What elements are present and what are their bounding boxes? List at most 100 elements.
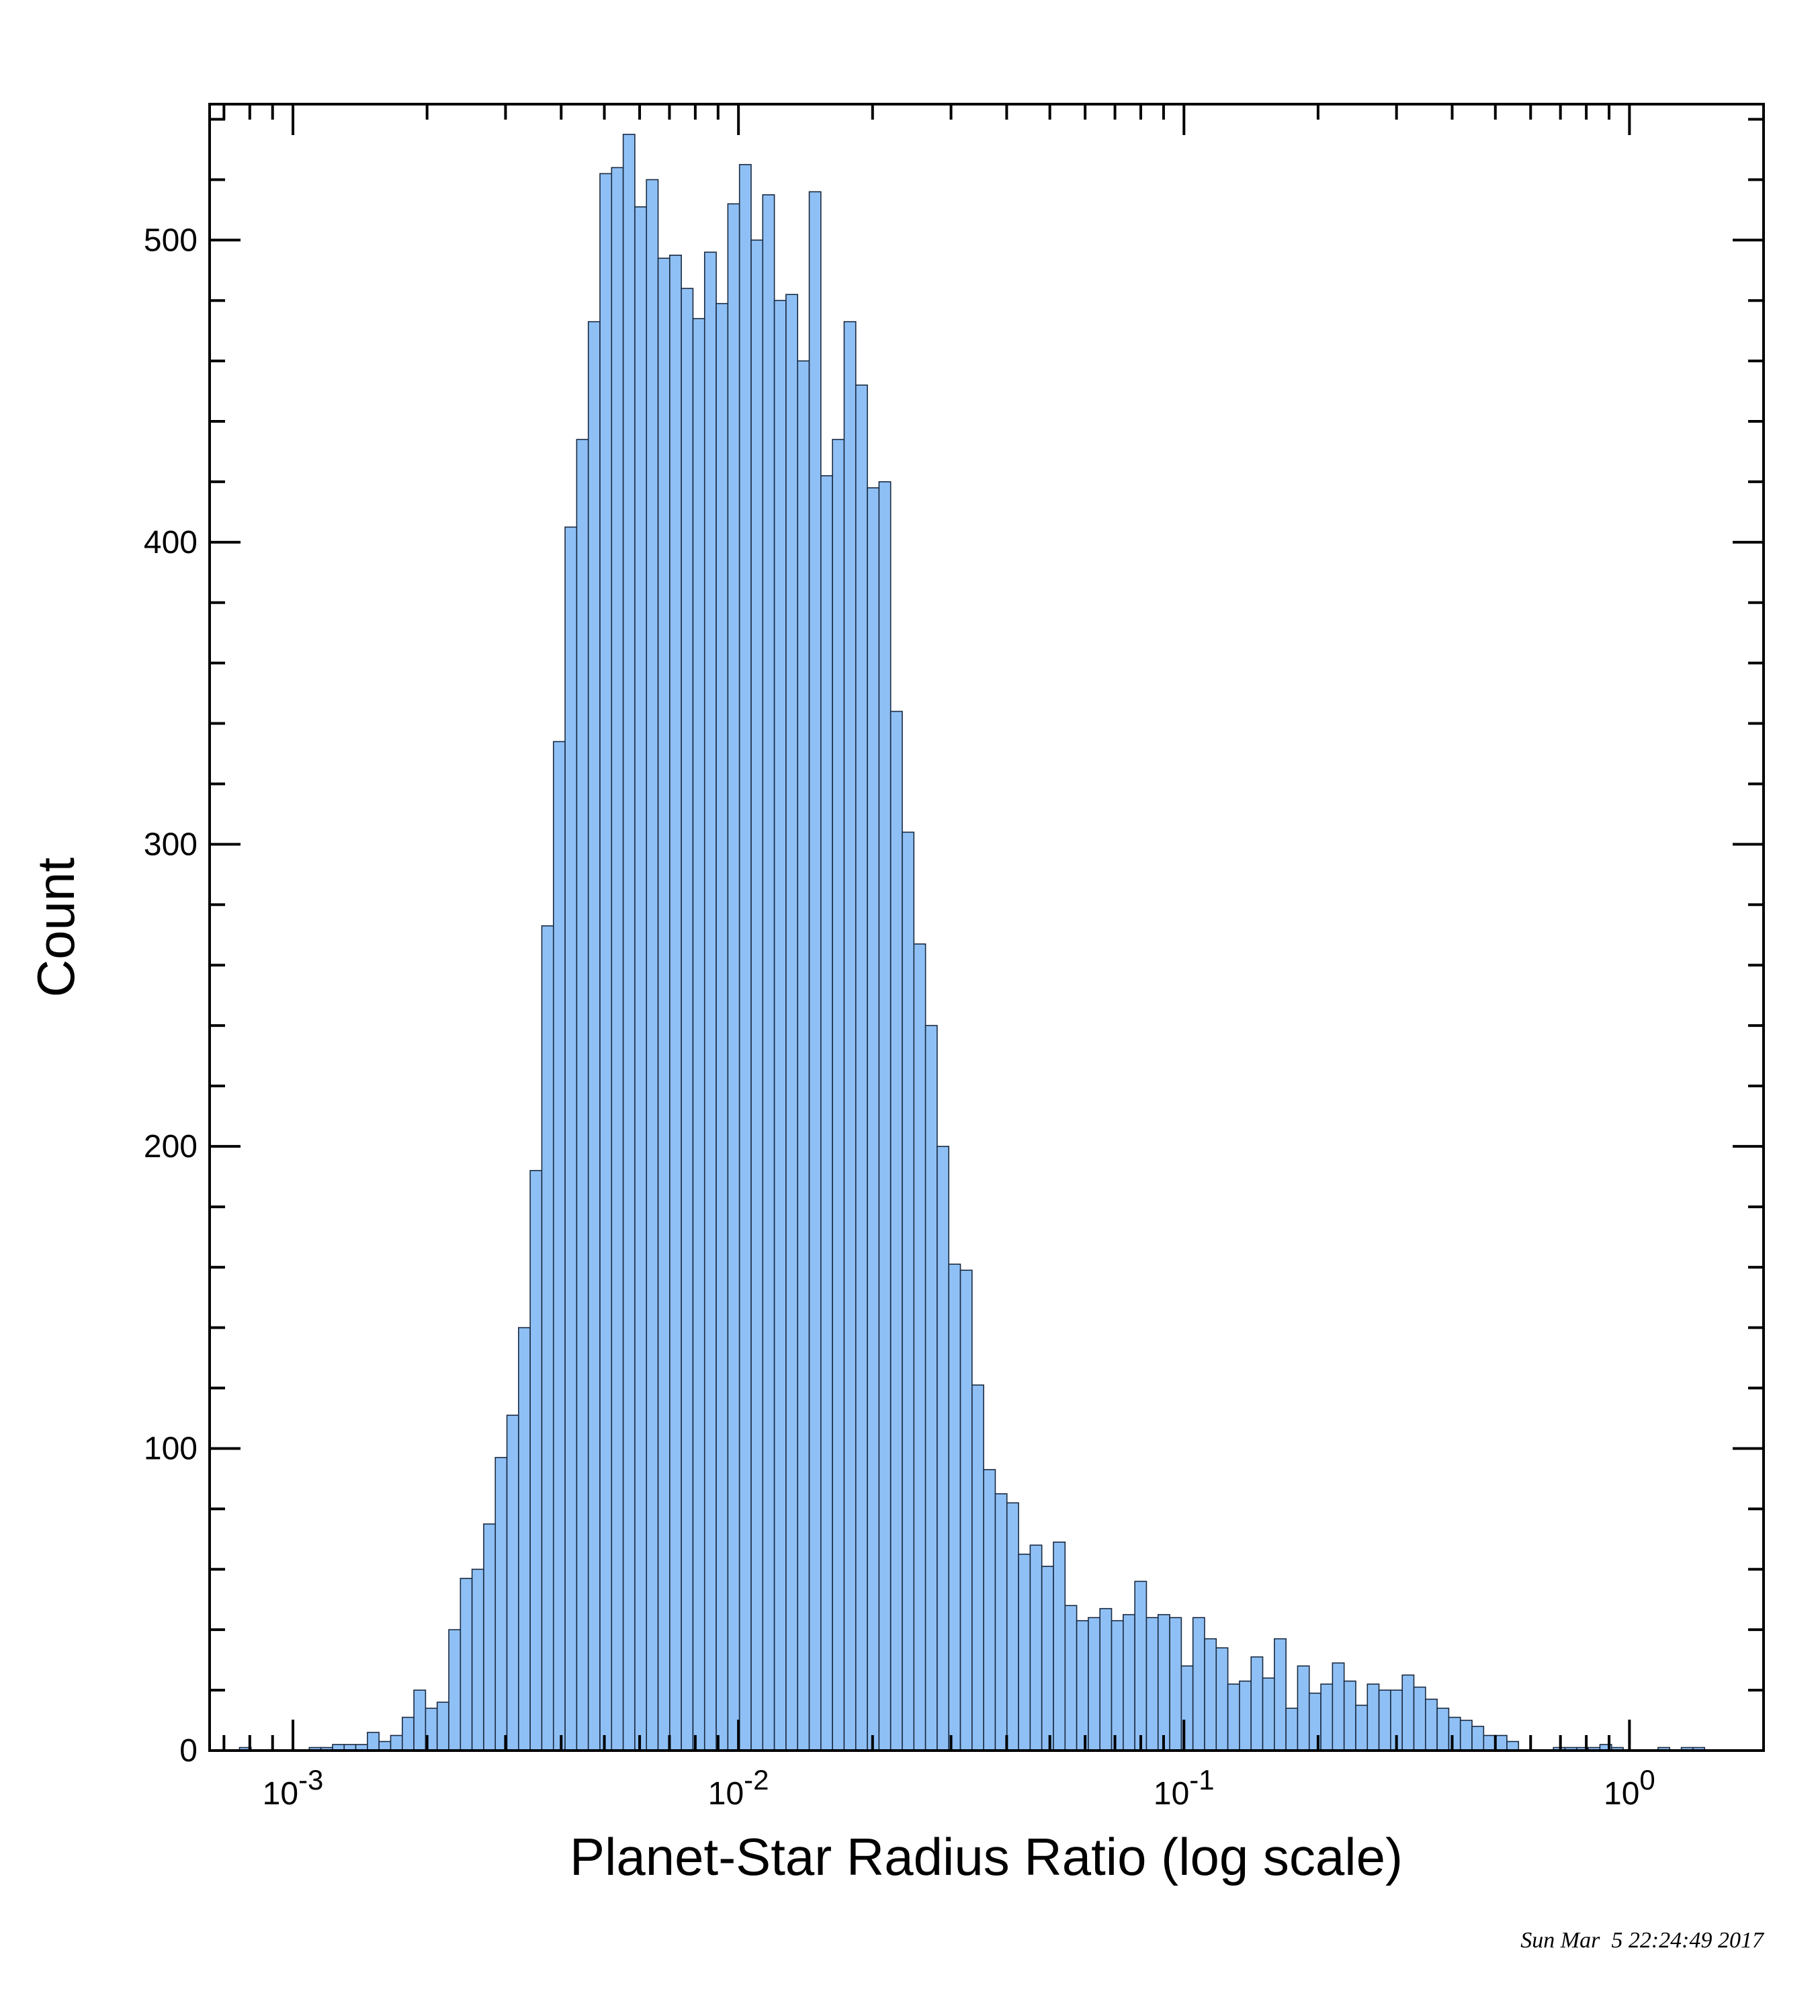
histogram-bar xyxy=(983,1469,996,1751)
histogram-bar xyxy=(808,191,822,1751)
histogram-bar xyxy=(1378,1689,1391,1751)
histogram-bar xyxy=(494,1457,508,1751)
histogram-bar xyxy=(634,206,648,1751)
histogram-bars xyxy=(239,134,1705,1751)
histogram-bar xyxy=(971,1384,984,1751)
x-tick-label: 10-3 xyxy=(263,1764,324,1812)
histogram-bar xyxy=(890,710,903,1751)
histogram-bar xyxy=(1076,1620,1089,1751)
histogram-bar xyxy=(1483,1734,1496,1751)
histogram-bar xyxy=(1123,1613,1135,1751)
histogram-bar xyxy=(1332,1662,1345,1751)
histogram-bar xyxy=(1425,1698,1438,1751)
histogram-bar xyxy=(367,1732,380,1751)
histogram-bar xyxy=(599,173,613,1751)
y-tick-label: 300 xyxy=(144,827,198,862)
histogram-bar xyxy=(1355,1704,1369,1751)
y-tick-label: 400 xyxy=(144,525,198,560)
histogram-bar xyxy=(1006,1502,1019,1751)
histogram-bar xyxy=(646,179,659,1751)
histogram-bar xyxy=(785,294,799,1751)
x-tick-label: 100 xyxy=(1604,1764,1655,1812)
histogram-bar xyxy=(622,134,636,1751)
histogram-bar xyxy=(820,475,833,1751)
histogram-bar xyxy=(436,1702,449,1751)
histogram-bar xyxy=(937,1146,950,1751)
histogram-bar xyxy=(924,1025,938,1751)
y-tick-label: 200 xyxy=(144,1129,198,1165)
histogram-bar xyxy=(1285,1708,1299,1751)
histogram-bar xyxy=(692,318,705,1751)
histogram-bar xyxy=(1111,1620,1124,1751)
histogram-bar xyxy=(483,1523,496,1751)
histogram-bar xyxy=(1192,1617,1205,1751)
histogram-bar xyxy=(1029,1544,1043,1751)
histogram-bar xyxy=(541,925,554,1751)
histogram-bar xyxy=(1157,1613,1170,1751)
histogram-bar xyxy=(1448,1716,1461,1751)
histogram-bar xyxy=(913,943,926,1751)
histogram-bar xyxy=(832,439,845,1751)
histogram-bar xyxy=(797,360,810,1751)
histogram-bar xyxy=(471,1568,484,1751)
histogram-bar xyxy=(448,1629,462,1751)
histogram-bar xyxy=(1459,1720,1473,1751)
histogram-bar xyxy=(1227,1683,1240,1751)
tick-labels: 0 100 200 300 400 500 10-3 10-2 10-1 100 xyxy=(144,222,1655,1812)
histogram-bar xyxy=(1053,1542,1066,1751)
histogram-bar xyxy=(1088,1617,1101,1751)
histogram-bar xyxy=(716,302,729,1751)
histogram-bar xyxy=(1099,1607,1113,1751)
histogram-bar xyxy=(1506,1740,1520,1751)
histogram-bar xyxy=(552,741,566,1751)
histogram-bar xyxy=(750,239,764,1751)
histogram-bar xyxy=(669,254,682,1751)
histogram-bar xyxy=(1320,1683,1334,1751)
y-tick-label: 500 xyxy=(144,222,198,258)
x-tick-label: 10-2 xyxy=(708,1764,769,1812)
histogram-bar xyxy=(1134,1581,1147,1751)
histogram-bar xyxy=(902,831,915,1751)
histogram-bar xyxy=(762,194,775,1751)
histogram-bar xyxy=(703,251,717,1751)
histogram-bar xyxy=(1169,1617,1182,1751)
histogram-bar xyxy=(1262,1677,1275,1751)
histogram-bar xyxy=(681,288,694,1751)
histogram-bar xyxy=(738,164,752,1751)
histogram-bar xyxy=(1413,1686,1426,1751)
histogram-bar xyxy=(855,384,868,1751)
histogram-bar xyxy=(1436,1708,1450,1751)
histogram-bar xyxy=(1250,1656,1264,1751)
histogram-bar xyxy=(1343,1680,1356,1751)
histogram-bar xyxy=(878,481,892,1751)
histogram-bar xyxy=(1041,1565,1054,1751)
histogram-bar xyxy=(948,1263,961,1751)
histogram-bar xyxy=(1471,1726,1485,1751)
histogram-bar xyxy=(1145,1617,1159,1751)
histogram-bar xyxy=(959,1269,973,1751)
histogram-bar xyxy=(564,526,578,1751)
histogram-bar xyxy=(1018,1554,1031,1751)
histogram-bar xyxy=(657,257,670,1751)
histogram-bar xyxy=(401,1716,415,1751)
y-tick-label: 0 xyxy=(179,1733,198,1769)
histogram-bar xyxy=(867,487,880,1751)
histogram-bar xyxy=(506,1415,519,1751)
histogram-bar xyxy=(1239,1680,1252,1751)
histogram-bar xyxy=(611,167,624,1751)
histogram-bar xyxy=(1297,1665,1310,1751)
histogram-bar xyxy=(576,439,589,1751)
histogram-bar xyxy=(529,1170,543,1751)
histogram-bar xyxy=(1401,1674,1415,1751)
histogram-bar xyxy=(727,203,740,1751)
histogram-bar xyxy=(518,1327,531,1751)
histogram-bar xyxy=(460,1577,473,1751)
histogram-bar xyxy=(390,1734,403,1751)
histogram-bar xyxy=(1494,1734,1508,1751)
plot-frame xyxy=(208,103,1765,1752)
y-axis-title: Count xyxy=(26,857,85,997)
histogram-bar xyxy=(587,321,601,1751)
y-tick-label: 100 xyxy=(144,1431,198,1466)
x-axis-title: Planet-Star Radius Ratio (log scale) xyxy=(570,1827,1403,1886)
